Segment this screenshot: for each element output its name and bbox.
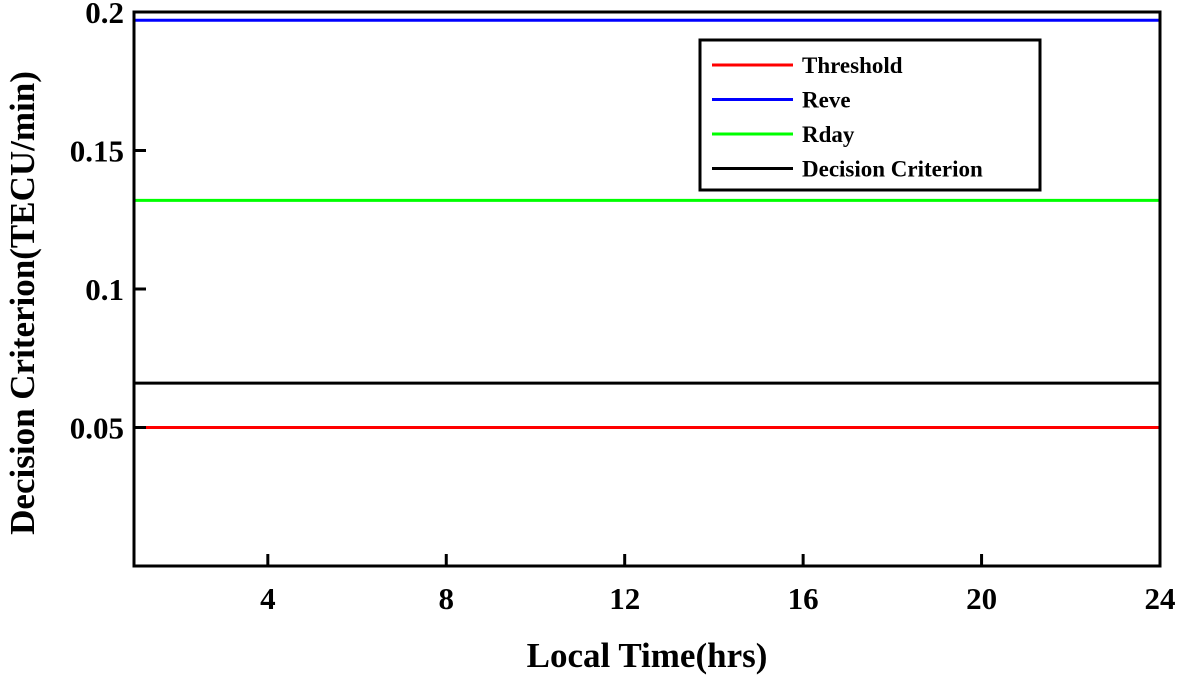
x-tick-label: 12 (609, 581, 640, 616)
legend-label-3: Decision Criterion (802, 157, 983, 182)
legend: Threshold Reve Rday Decision Criterion (698, 38, 1042, 192)
y-axis-label: Decision Criterion(TECU/min) (3, 71, 42, 535)
ticks-layer: 4 8 12 16 20 24 0.05 0.1 0.15 0.2 (70, 0, 1176, 616)
legend-label-0: Threshold (802, 53, 903, 78)
y-tick-label: 0.05 (70, 411, 124, 446)
x-tick-label: 20 (966, 581, 997, 616)
x-tick-label: 8 (439, 581, 455, 616)
series-layer (134, 18, 1160, 429)
x-tick-label: 4 (260, 581, 276, 616)
y-tick-label: 0.1 (85, 272, 124, 307)
x-tick-label: 24 (1145, 581, 1176, 616)
legend-label-2: Rday (802, 122, 855, 147)
y-tick-label: 0.15 (70, 134, 124, 169)
x-tick-label: 16 (788, 581, 819, 616)
y-tick-label: 0.2 (85, 0, 124, 30)
x-axis-label: Local Time(hrs) (527, 636, 768, 675)
legend-label-1: Reve (802, 88, 851, 113)
